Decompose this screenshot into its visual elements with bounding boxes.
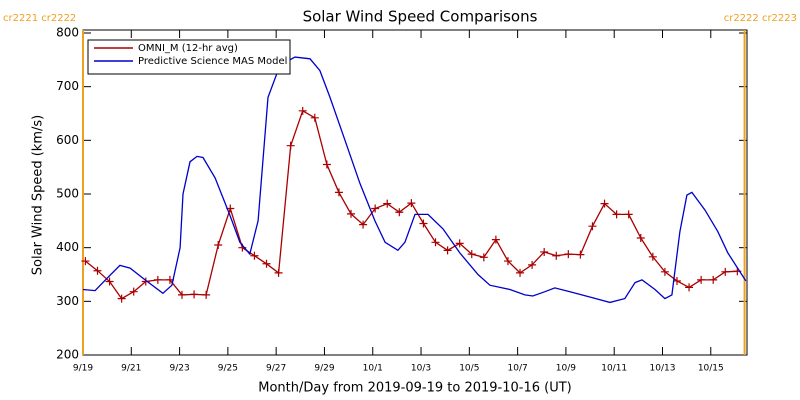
y-tick-label: 800 [56, 26, 79, 40]
y-tick-label: 200 [56, 348, 79, 362]
data-point [117, 294, 126, 303]
data-point [503, 257, 512, 266]
data-point [286, 141, 295, 150]
data-point [600, 199, 609, 208]
data-point [153, 275, 162, 284]
data-point [588, 222, 597, 231]
data-point [516, 268, 525, 277]
data-point [697, 275, 706, 284]
data-point [383, 199, 392, 208]
x-tick-label: 10/11 [601, 364, 627, 374]
data-point [190, 290, 199, 299]
data-point [81, 257, 90, 266]
data-point [141, 277, 150, 286]
data-point [624, 210, 633, 219]
carrington-label: cr2222 cr2223 [724, 13, 797, 24]
x-tick-label: 10/15 [698, 364, 724, 374]
x-tick-label: 10/1 [363, 364, 383, 374]
data-point [371, 204, 380, 213]
data-point [262, 259, 271, 268]
data-point [202, 290, 211, 299]
x-tick-label: 9/25 [218, 364, 238, 374]
y-tick-label: 300 [56, 294, 79, 308]
data-point [334, 188, 343, 197]
legend-label: OMNI_M (12-hr avg) [138, 43, 238, 54]
data-point [431, 238, 440, 247]
x-tick-label: 10/9 [556, 364, 576, 374]
data-point [407, 199, 416, 208]
y-tick-label: 400 [56, 240, 79, 254]
y-tick-label: 500 [56, 187, 79, 201]
x-tick-label: 9/21 [121, 364, 141, 374]
data-point [709, 275, 718, 284]
data-point [491, 235, 500, 244]
data-point [359, 220, 368, 229]
data-point [528, 260, 537, 269]
data-point [129, 287, 138, 296]
data-point [298, 106, 307, 115]
x-axis-label: Month/Day from 2019-09-19 to 2019-10-16 … [258, 381, 571, 396]
y-axis-label: Solar Wind Speed (km/s) [31, 115, 46, 275]
data-point [274, 268, 283, 277]
x-tick-label: 10/13 [650, 364, 676, 374]
carrington-label: cr2221 cr2222 [3, 13, 76, 24]
data-point [721, 267, 730, 276]
data-point [105, 277, 114, 286]
data-point [612, 210, 621, 219]
data-point [455, 239, 464, 248]
data-point [214, 240, 223, 249]
data-point [576, 250, 585, 259]
x-tick-label: 9/23 [169, 364, 189, 374]
data-point [564, 250, 573, 259]
x-tick-label: 9/29 [314, 364, 334, 374]
chart-title: Solar Wind Speed Comparisons [303, 8, 538, 26]
x-tick-label: 9/27 [266, 364, 286, 374]
data-point [93, 266, 102, 275]
data-point [419, 219, 428, 228]
data-point [347, 209, 356, 218]
data-point [660, 267, 669, 276]
legend-label: Predictive Science MAS Model [138, 56, 287, 67]
data-point [648, 252, 657, 261]
y-tick-label: 700 [56, 79, 79, 93]
x-tick-label: 10/5 [459, 364, 479, 374]
data-point [322, 160, 331, 169]
data-point [467, 250, 476, 259]
data-point [552, 251, 561, 260]
data-point [177, 290, 186, 299]
data-point [540, 247, 549, 256]
series-line [82, 56, 747, 304]
x-tick-label: 10/3 [411, 364, 431, 374]
data-point [443, 246, 452, 255]
data-point [479, 253, 488, 262]
x-tick-label: 10/7 [508, 364, 528, 374]
data-point [636, 234, 645, 243]
data-point [395, 208, 404, 217]
data-point [250, 251, 259, 260]
y-tick-label: 600 [56, 133, 79, 147]
data-point [310, 113, 319, 122]
legend-box [87, 39, 291, 75]
data-point [685, 283, 694, 292]
x-tick-label: 9/19 [73, 364, 93, 374]
